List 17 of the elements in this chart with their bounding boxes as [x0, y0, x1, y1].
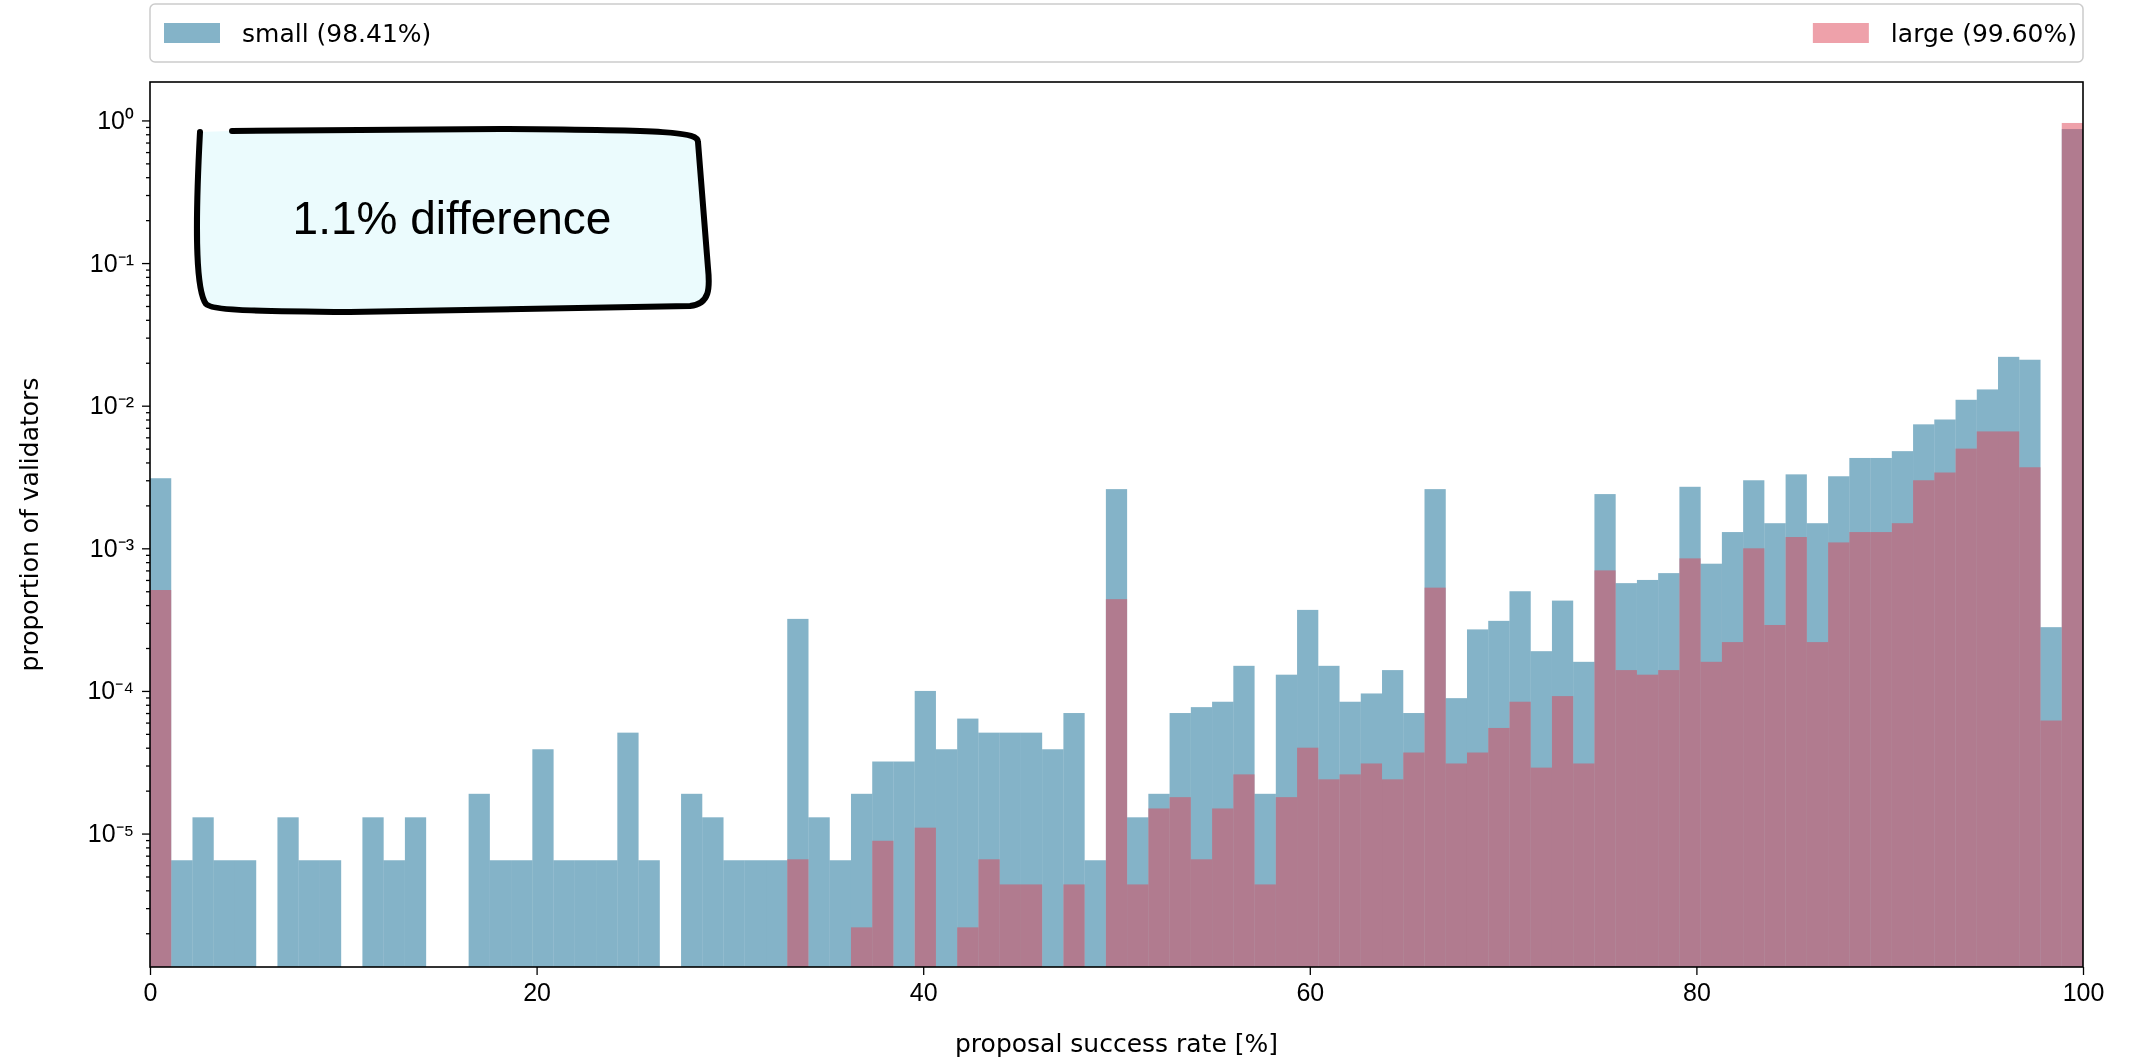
y-tick-label: 10⁻⁴ [87, 676, 134, 705]
y-tick-label: 10⁻² [89, 391, 134, 420]
y-tick-label: 10⁻¹ [89, 248, 134, 277]
legend-label: large (99.60%) [1890, 19, 2077, 48]
x-tick-label: 40 [909, 977, 938, 1006]
x-tick-label: 60 [1296, 977, 1325, 1006]
x-axis-title: proposal success rate [%] [954, 1029, 1279, 1058]
y-tick-label: 10⁰ [97, 105, 134, 134]
x-tick-label: 100 [2062, 977, 2105, 1006]
legend-label: small (98.41%) [242, 19, 432, 48]
x-tick-label: 0 [143, 977, 158, 1006]
y-tick-label: 10⁻³ [89, 533, 134, 562]
y-tick-label: 10⁻⁵ [87, 819, 134, 848]
x-tick-label: 80 [1682, 977, 1711, 1006]
annotation: 1.1% difference [292, 192, 612, 244]
y-axis-title: proportion of validators [15, 377, 44, 672]
x-tick-label: 20 [523, 977, 552, 1006]
